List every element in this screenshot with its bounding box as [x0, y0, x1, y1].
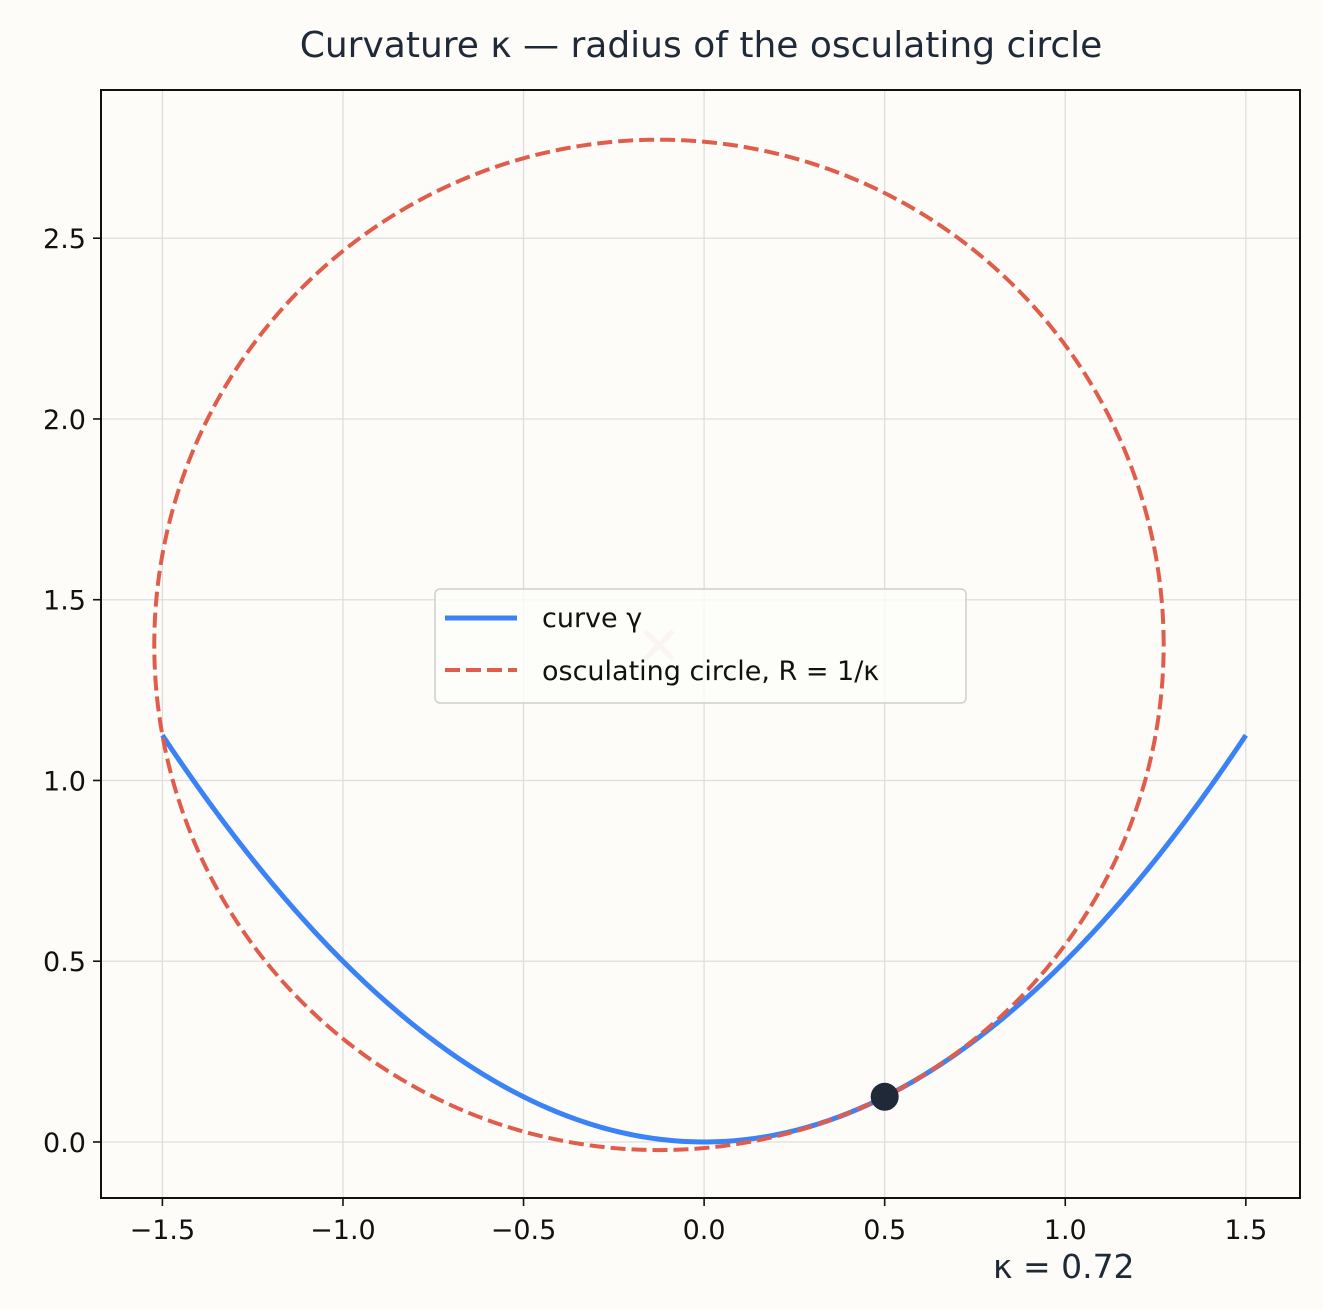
tangent-point	[870, 1082, 899, 1111]
y-tick-label: 2.0	[43, 405, 86, 436]
legend-label-circle: osculating circle, R = 1/κ	[542, 656, 879, 687]
axes-frame	[100, 89, 1301, 1199]
chart-title: Curvature κ — radius of the osculating c…	[300, 25, 1103, 66]
x-tick-label: −0.5	[491, 1215, 557, 1246]
osculating-circle-line	[152, 137, 1166, 1153]
y-tick-label: 1.5	[43, 586, 86, 617]
y-tick-label: 2.5	[43, 224, 86, 255]
y-tick-label: 0.5	[43, 947, 86, 978]
curve-gamma-line	[160, 733, 1248, 1145]
y-tick-label: 0.0	[43, 1128, 86, 1159]
x-tick-label: 0.5	[863, 1215, 906, 1246]
legend-label-curve: curve γ	[542, 603, 642, 634]
legend: curve γ osculating circle, R = 1/κ	[434, 588, 967, 704]
ticks: −1.5 −1.0 −0.5 0.0 0.5 1.0 1.5 0.0 0.5 1.0 1.5 2.0 2…	[43, 224, 1267, 1246]
y-tick-label: 1.0	[43, 766, 86, 797]
x-tick-label: −1.5	[130, 1215, 196, 1246]
x-tick-label: 1.0	[1044, 1215, 1087, 1246]
legend-box	[434, 588, 967, 704]
x-tick-label: 0.0	[683, 1215, 726, 1246]
curvature-annotation: κ = 0.72	[993, 1247, 1135, 1286]
x-tick-label: 1.5	[1224, 1215, 1267, 1246]
x-tick-label: −1.0	[310, 1215, 376, 1246]
